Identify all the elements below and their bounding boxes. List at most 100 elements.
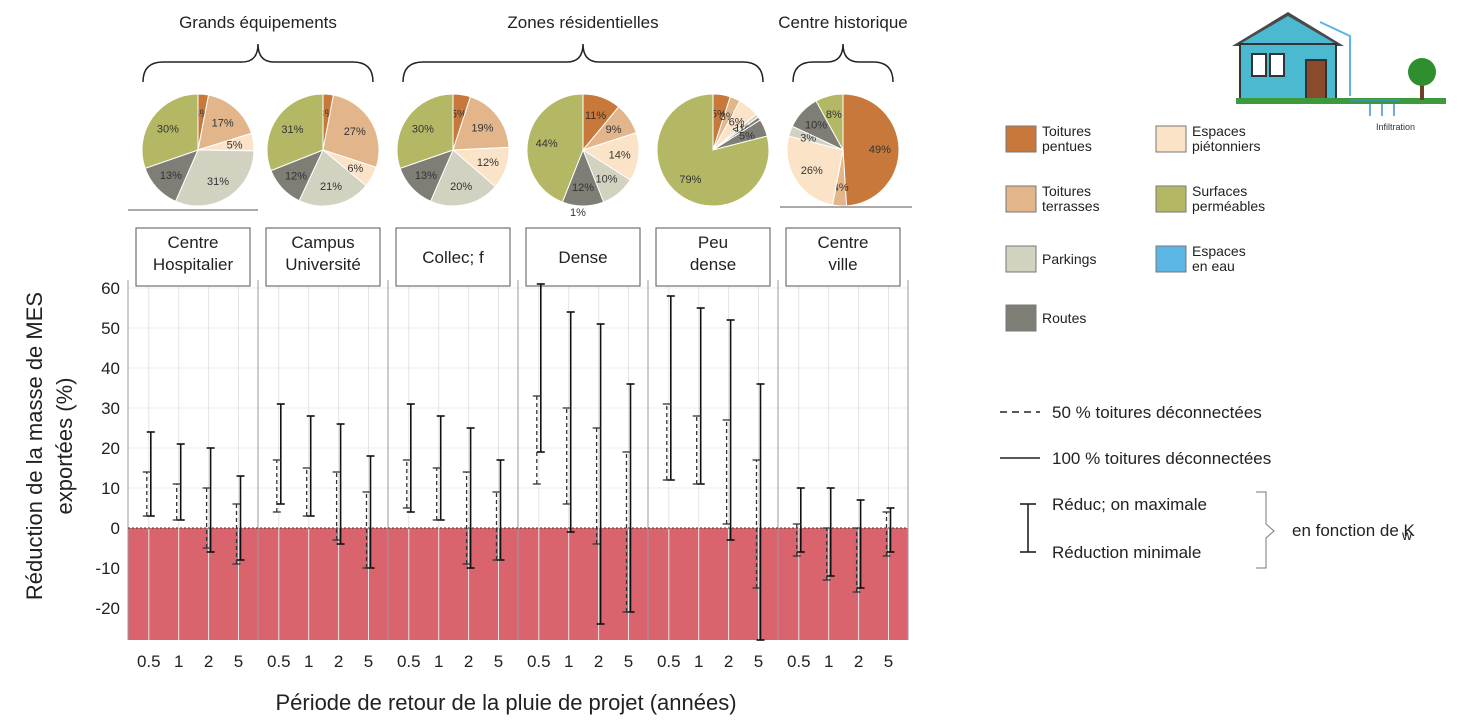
x-tick-label: 2 (204, 652, 213, 671)
pie-slice (526, 93, 584, 203)
legend-label: Espaces (1192, 243, 1246, 259)
pie-slice-label: 6% (347, 163, 363, 175)
x-tick-label: 0.5 (527, 652, 551, 671)
group-brace (792, 43, 894, 83)
y-axis-title: Réduction de la masse de MES (22, 292, 47, 600)
gutter (1319, 21, 1351, 96)
pie-slice-label: 5% (739, 130, 755, 142)
y-tick-label: 10 (101, 479, 120, 498)
panel-title: Collec; f (422, 248, 484, 267)
pie-slice (141, 93, 199, 169)
pie-slice-label: 21% (320, 181, 342, 193)
group-brace (142, 43, 374, 83)
legend-label: Espaces (1192, 123, 1246, 139)
x-tick-label: 5 (754, 652, 763, 671)
pie-slice (786, 135, 844, 206)
pie-slice (322, 94, 380, 168)
pie-slice (656, 93, 770, 207)
y-tick-label: 60 (101, 279, 120, 298)
panel-title-box (395, 227, 511, 287)
x-tick-label: 2 (594, 652, 603, 671)
pie-slice-label: 1% (570, 207, 586, 219)
house-window (1269, 53, 1285, 77)
x-tick-label: 5 (234, 652, 243, 671)
y-tick-label: 50 (101, 319, 120, 338)
x-tick-label: 0.5 (657, 652, 681, 671)
x-tick-label: 0.5 (787, 652, 811, 671)
y-tick-label: -20 (95, 599, 120, 618)
panel-title-box (135, 227, 251, 287)
pie-slice-label: 27% (344, 126, 366, 138)
x-tick-label: 2 (334, 652, 343, 671)
house-window (1251, 53, 1267, 77)
legend-line-label: 50 % toitures déconnectées (1052, 403, 1262, 422)
ground (1236, 98, 1446, 104)
panel-title: Dense (558, 248, 607, 267)
y-tick-label: 30 (101, 399, 120, 418)
x-tick-label: 1 (434, 652, 443, 671)
tree-trunk (1420, 78, 1424, 100)
legend-label: Toitures (1042, 123, 1091, 139)
panel-title-box (265, 227, 381, 287)
infiltration-label: Infiltration (1376, 122, 1415, 132)
legend-range-note-sub: w (1401, 527, 1413, 543)
panel-title: Centre (817, 233, 868, 252)
x-tick-label: 5 (364, 652, 373, 671)
x-tick-label: 1 (824, 652, 833, 671)
x-axis-title: Période de retour de la pluie de projet … (275, 690, 736, 715)
panel-title: dense (690, 255, 736, 274)
legend-bracket (1256, 491, 1275, 569)
pie-slice-label: 19% (471, 123, 493, 135)
pie-slice (429, 149, 497, 207)
house-illustration: Infiltration (1232, 12, 1446, 132)
panel-title-box (655, 227, 771, 287)
legend-range-max: Réduc; on maximale (1052, 495, 1207, 514)
pie-slice (266, 93, 324, 172)
legend-label: Toitures (1042, 183, 1091, 199)
group-label: Grands équipements (179, 13, 337, 32)
legend-line-label: 100 % toitures déconnectées (1052, 449, 1271, 468)
legend-swatch (1155, 125, 1187, 153)
panel-title: Campus (291, 233, 354, 252)
pie-slice-label: 17% (212, 117, 234, 129)
pie-slice (815, 93, 844, 151)
legend-label: pentues (1042, 138, 1092, 154)
panel-title: Centre (167, 233, 218, 252)
legend-label: Routes (1042, 310, 1086, 326)
pie-slice-label: 44% (536, 138, 558, 150)
y-tick-label: 0 (111, 519, 120, 538)
legend-label: en eau (1192, 258, 1235, 274)
pie-slice-label: 5% (711, 108, 727, 120)
legend-label: Surfaces (1192, 183, 1247, 199)
pie-slice-label: 12% (285, 170, 307, 182)
pie-slice-label: 8% (826, 109, 842, 121)
x-tick-label: 2 (724, 652, 733, 671)
x-tick-label: 2 (854, 652, 863, 671)
pie-slice-label: 10% (805, 120, 827, 132)
house-roof-inner (1240, 16, 1336, 44)
x-tick-label: 0.5 (397, 652, 421, 671)
panel-title-box (525, 227, 641, 287)
pie-slice-label: 10% (596, 173, 618, 185)
legend-label: terrasses (1042, 198, 1100, 214)
pie-slice-label: 6% (729, 117, 745, 129)
pie-slice (396, 93, 454, 169)
panel-title-box (785, 227, 901, 287)
x-tick-label: 5 (494, 652, 503, 671)
y-tick-label: 40 (101, 359, 120, 378)
pie-slice-label: 31% (281, 124, 303, 136)
x-tick-label: 1 (694, 652, 703, 671)
pie-slice-label: 5% (451, 109, 467, 121)
group-label: Centre historique (778, 13, 907, 32)
x-tick-label: 1 (564, 652, 573, 671)
pie-slice (842, 93, 900, 207)
pie-slice-label: 31% (207, 176, 229, 188)
legend-swatch (1005, 125, 1037, 153)
legend-label: piétonniers (1192, 138, 1261, 154)
pie-slice-label: 13% (160, 170, 182, 182)
panel-title: Peu (698, 233, 728, 252)
y-tick-label: 20 (101, 439, 120, 458)
pie-slice-label: 30% (157, 124, 179, 136)
pie-slice-label: 11% (585, 110, 606, 122)
